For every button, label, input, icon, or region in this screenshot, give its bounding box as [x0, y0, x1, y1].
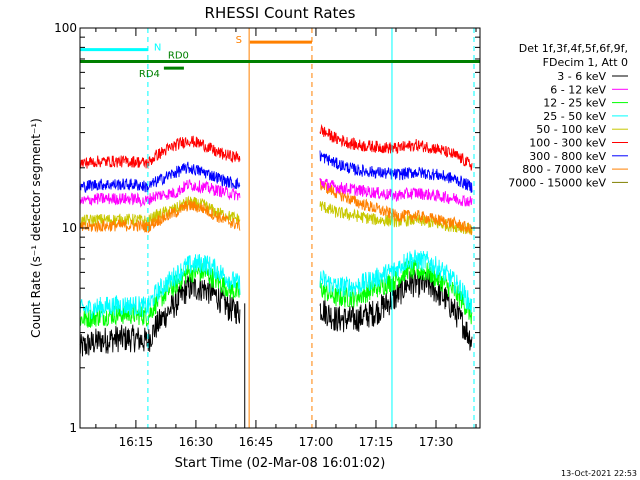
- legend-label: 7000 - 15000 keV: [508, 176, 606, 189]
- x-tick-label: 17:15: [359, 435, 394, 449]
- y-tick-label: 1: [69, 421, 77, 435]
- legend-label: 300 - 800 keV: [529, 150, 606, 163]
- legend-label: 3 - 6 keV: [557, 70, 606, 83]
- x-tick-label: 17:00: [299, 435, 334, 449]
- annotation-layer: N S RD0 RD4: [80, 35, 480, 80]
- series-line-25-50keV-seg-0: [79, 254, 241, 320]
- annotation-label-s: S: [236, 35, 242, 46]
- series-line-3-6keV-seg-1: [319, 268, 473, 351]
- legend-label: 100 - 300 keV: [529, 137, 606, 150]
- series-layer: [79, 123, 473, 357]
- axis-layer: 1 10 100 16:15 16:30 16:45 17:00 17:15 17:30: [54, 21, 480, 449]
- annotation-label-n: N: [154, 43, 161, 54]
- series-line-100-300keV-seg-1: [319, 123, 473, 171]
- x-tick-label: 16:45: [239, 435, 274, 449]
- x-tick-label: 16:15: [119, 435, 154, 449]
- legend-label: 800 - 7000 keV: [522, 163, 606, 176]
- y-tick-label: 100: [54, 21, 77, 35]
- x-tick-label: 16:30: [179, 435, 214, 449]
- x-tick-label: 17:30: [419, 435, 454, 449]
- series-line-50-100keV-seg-0: [79, 195, 241, 228]
- series-line-6-12keV-seg-0: [79, 179, 241, 208]
- series-line-800-7000keV-seg-0: [79, 199, 241, 234]
- series-line-100-300keV-seg-0: [79, 135, 241, 170]
- legend-header-line-2: FDecim 1, Att 0: [543, 56, 628, 69]
- series-line-300-800keV-seg-1: [319, 150, 473, 193]
- legend-label: 12 - 25 keV: [543, 97, 606, 110]
- y-tick-label: 10: [62, 221, 77, 235]
- series-line-300-800keV-seg-0: [79, 161, 241, 193]
- chart-title: RHESSI Count Rates: [205, 4, 356, 22]
- legend-header-line-1: Det 1f,3f,4f,5f,6f,9f,: [519, 42, 628, 55]
- series-line-800-7000keV-seg-1: [319, 178, 473, 236]
- series-line-12-25keV-seg-1: [319, 258, 473, 325]
- legend-label: 50 - 100 keV: [536, 123, 606, 136]
- legend-label: 6 - 12 keV: [550, 83, 606, 96]
- series-line-6-12keV-seg-1: [319, 178, 473, 207]
- timestamp: 13-Oct-2021 22:53: [561, 469, 637, 478]
- series-line-25-50keV-seg-1: [319, 249, 473, 314]
- series-line-12-25keV-seg-0: [79, 263, 241, 328]
- legend-label: 25 - 50 keV: [543, 110, 606, 123]
- x-axis-label: Start Time (02-Mar-08 16:01:02): [175, 456, 386, 471]
- annotation-label-rd4: RD4: [139, 69, 160, 80]
- legend: Det 1f,3f,4f,5f,6f,9f, FDecim 1, Att 0 3…: [508, 42, 628, 189]
- annotation-label-rd0: RD0: [168, 50, 189, 61]
- y-axis-label: Count Rate (s⁻¹ detector segment⁻¹): [29, 118, 43, 338]
